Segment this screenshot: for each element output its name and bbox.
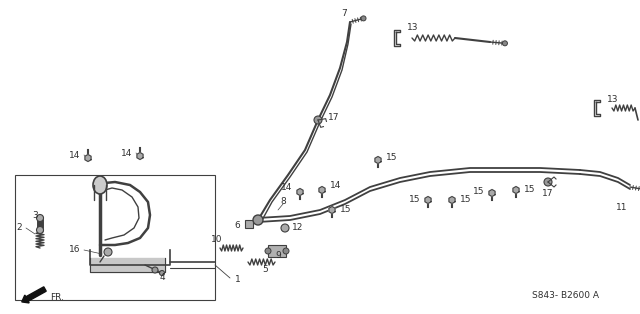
Text: 14: 14 — [280, 183, 292, 192]
Text: 5: 5 — [262, 266, 268, 274]
Circle shape — [159, 270, 164, 275]
Text: 7: 7 — [341, 9, 347, 19]
Polygon shape — [329, 207, 335, 214]
Polygon shape — [425, 197, 431, 203]
Circle shape — [281, 224, 289, 232]
Circle shape — [361, 16, 366, 21]
Text: 15: 15 — [524, 186, 536, 194]
Text: 10: 10 — [211, 236, 222, 245]
Polygon shape — [513, 187, 519, 193]
Text: 14: 14 — [68, 150, 80, 160]
Circle shape — [152, 267, 158, 273]
Text: 17: 17 — [542, 188, 554, 198]
Polygon shape — [319, 187, 325, 193]
Text: 17: 17 — [328, 113, 339, 122]
Text: 13: 13 — [407, 24, 419, 33]
Polygon shape — [375, 156, 381, 164]
Text: 14: 14 — [120, 149, 132, 158]
Circle shape — [283, 248, 289, 254]
Text: FR.: FR. — [50, 293, 64, 301]
Text: 15: 15 — [408, 196, 420, 204]
Circle shape — [265, 248, 271, 254]
Ellipse shape — [93, 176, 107, 194]
Text: 3: 3 — [32, 210, 38, 219]
Text: 9: 9 — [275, 252, 281, 261]
Circle shape — [36, 214, 44, 221]
Polygon shape — [489, 190, 495, 197]
Text: 15: 15 — [386, 154, 397, 163]
Text: 14: 14 — [330, 181, 341, 191]
Text: 15: 15 — [472, 187, 484, 197]
Text: 12: 12 — [292, 224, 303, 232]
Text: 8: 8 — [280, 198, 285, 207]
Polygon shape — [90, 258, 165, 272]
Text: 15: 15 — [340, 205, 351, 214]
Polygon shape — [85, 154, 91, 161]
Text: S843- B2600 A: S843- B2600 A — [531, 290, 598, 300]
Circle shape — [314, 116, 322, 124]
Polygon shape — [297, 188, 303, 196]
Bar — [15, 175, 215, 300]
Polygon shape — [449, 197, 455, 203]
Text: 1: 1 — [235, 275, 241, 284]
Text: 15: 15 — [460, 196, 472, 204]
Text: 16: 16 — [68, 246, 80, 255]
FancyArrow shape — [22, 287, 46, 303]
Text: 2: 2 — [17, 224, 22, 232]
Text: 11: 11 — [616, 203, 628, 213]
Circle shape — [502, 41, 508, 46]
Circle shape — [104, 248, 112, 256]
Bar — [245, 220, 253, 228]
Circle shape — [544, 178, 552, 186]
Text: 6: 6 — [234, 221, 240, 230]
Polygon shape — [137, 153, 143, 160]
Circle shape — [253, 215, 263, 225]
Text: 13: 13 — [607, 95, 618, 105]
Text: 4: 4 — [160, 273, 166, 283]
Bar — [268, 245, 286, 257]
Circle shape — [36, 226, 44, 234]
